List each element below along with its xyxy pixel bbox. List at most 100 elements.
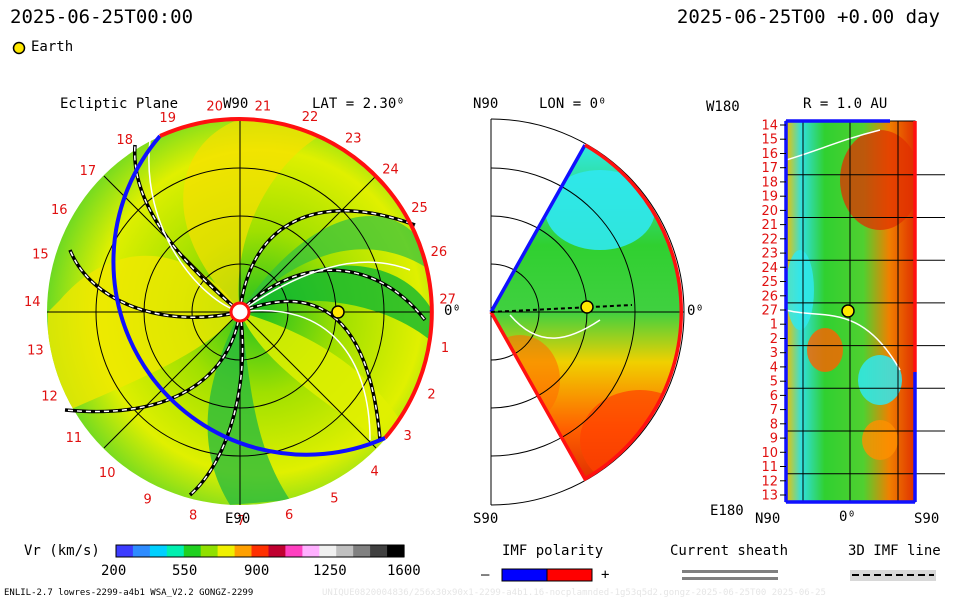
ecliptic-rotation-label: 11 [66, 431, 83, 446]
colorbar-tick-1250: 1250 [313, 563, 347, 579]
radial-row-label: 27 [761, 304, 778, 319]
radial-row-label: 9 [770, 432, 778, 447]
ecliptic-rim-negative [111, 134, 386, 457]
current-sheath-swatch-top [682, 570, 778, 573]
earth-legend-icon [12, 41, 26, 55]
colorbar-swatch [183, 545, 202, 557]
radial-row-label: 20 [761, 204, 778, 219]
radial-row-labels: 1415161718192021222324252627123456789101… [761, 119, 786, 504]
radial-row-label: 4 [770, 360, 778, 375]
radial-r-label: R = 1.0 AU [803, 96, 888, 112]
ecliptic-rotation-label: 14 [24, 295, 41, 310]
ecliptic-rotation-label: 5 [330, 491, 338, 506]
ecliptic-rotation-label: 6 [285, 508, 293, 523]
earth-legend-label: Earth [31, 39, 74, 55]
radial-row-label: 7 [770, 403, 778, 418]
colorbar-swatch [268, 545, 286, 557]
ecliptic-rotation-label: 21 [255, 99, 272, 114]
ecliptic-rotation-labels: 20 21222324252627123456789101112131415161… [24, 99, 456, 529]
ecliptic-rotation-label: 26 [431, 245, 448, 260]
ecliptic-rotation-label: 20 [206, 100, 223, 115]
colorbar-frame [115, 544, 405, 558]
ecliptic-rotation-label: 18 [116, 133, 133, 148]
colorbar-swatch [336, 545, 354, 557]
ecliptic-rotation-label: 23 [345, 132, 362, 147]
colorbar-swatch [319, 545, 337, 557]
radial-bottom-left-label: E180 [710, 503, 744, 519]
radial-row-label: 19 [761, 190, 778, 205]
ecliptic-rim-positive-2 [159, 116, 241, 138]
ecliptic-rotation-label: 22 [302, 110, 319, 125]
radial-row-label: 5 [770, 375, 778, 390]
ecliptic-polarity-boundary [148, 139, 241, 313]
velocity-colorbar [115, 544, 405, 558]
ecliptic-rotation-label: 12 [41, 390, 58, 405]
colorbar-swatch [149, 545, 168, 557]
ecliptic-current-sheath [64, 144, 427, 497]
colorbar-tick-200: 200 [101, 563, 127, 579]
meridional-lon-label: LON = 0⁰ [539, 96, 607, 112]
ecliptic-right-label: 0⁰ [444, 303, 461, 319]
ecliptic-rotation-label: 27 [439, 293, 456, 308]
radial-row-label: 13 [761, 489, 778, 504]
colorbar-swatch [200, 545, 219, 557]
colorbar-swatch [251, 545, 269, 557]
radial-bottom-label-0: 0⁰ [839, 509, 856, 525]
colorbar-swatch [387, 545, 405, 557]
radial-row-label: 2 [770, 332, 778, 347]
earth-marker-ecliptic [331, 305, 345, 319]
radial-top-left-label: W180 [706, 99, 740, 115]
ecliptic-polarity-boundary-3 [239, 261, 411, 313]
colorbar-swatch [353, 545, 371, 557]
radial-row-label: 24 [761, 261, 778, 276]
ecliptic-rim-positive [239, 117, 434, 440]
colorbar-swatch [285, 545, 303, 557]
meridional-right-label: 0⁰ [687, 303, 704, 319]
ecliptic-rotation-label: 25 [411, 201, 428, 216]
ecliptic-polarity-boundary-2 [239, 309, 371, 441]
colorbar-swatch [234, 545, 253, 557]
ecliptic-rotation-label: 1 [441, 341, 449, 356]
ecliptic-rotation-label: 4 [370, 465, 378, 480]
header-time-left: 2025-06-25T00:00 [10, 6, 194, 28]
ecliptic-rotation-label: 24 [382, 162, 399, 177]
radial-row-label: 11 [761, 460, 778, 475]
radial-row-label: 14 [761, 119, 778, 134]
ecliptic-rotation-label: 2 [427, 387, 435, 402]
ecliptic-rotation-label: 10 [99, 466, 116, 481]
colorbar-swatch [302, 545, 320, 557]
imf-polarity-positive-swatch [546, 568, 593, 582]
meridional-bottom-label: S90 [473, 511, 499, 527]
colorbar-tick-1600: 1600 [387, 563, 421, 579]
colorbar-swatch [370, 545, 388, 557]
ecliptic-rotation-label: 19 [159, 111, 176, 126]
radial-row-label: 15 [761, 133, 778, 148]
earth-marker-meridional [580, 300, 594, 314]
radial-structure [786, 129, 915, 460]
ecliptic-rotation-label: 16 [51, 203, 68, 218]
current-sheath-swatch-bottom [682, 577, 778, 580]
meridional-imf-line [490, 304, 633, 313]
radial-row-label: 8 [770, 417, 778, 432]
ecliptic-speed-structure [48, 119, 433, 505]
radial-row-label: 3 [770, 346, 778, 361]
ecliptic-lat-label: LAT = 2.30⁰ [312, 96, 405, 112]
ecliptic-rotation-label: 3 [403, 429, 411, 444]
imf-polarity-minus: – [481, 567, 490, 583]
meridional-panel [489, 118, 685, 506]
footer-left: ENLIL-2.7 lowres-2299-a4b1 WSA_V2.2 GONG… [4, 588, 254, 598]
colorbar-swatch [132, 545, 151, 557]
radial-row-label: 1 [770, 318, 778, 333]
colorbar-swatch [217, 545, 236, 557]
radial-panel: 1415161718192021222324252627123456789101… [761, 119, 945, 504]
colorbar-tick-550: 550 [172, 563, 198, 579]
imf-polarity-negative-swatch [501, 568, 548, 582]
ecliptic-rotation-label: 13 [27, 343, 44, 358]
radial-grid [786, 121, 945, 502]
ecliptic-rotation-label: 17 [80, 164, 97, 179]
sun-marker [229, 301, 251, 323]
imf-line-label: 3D IMF line [848, 543, 941, 559]
header-time-right: 2025-06-25T00 +0.00 day [676, 6, 940, 28]
ecliptic-rotation-label: 8 [189, 509, 197, 524]
